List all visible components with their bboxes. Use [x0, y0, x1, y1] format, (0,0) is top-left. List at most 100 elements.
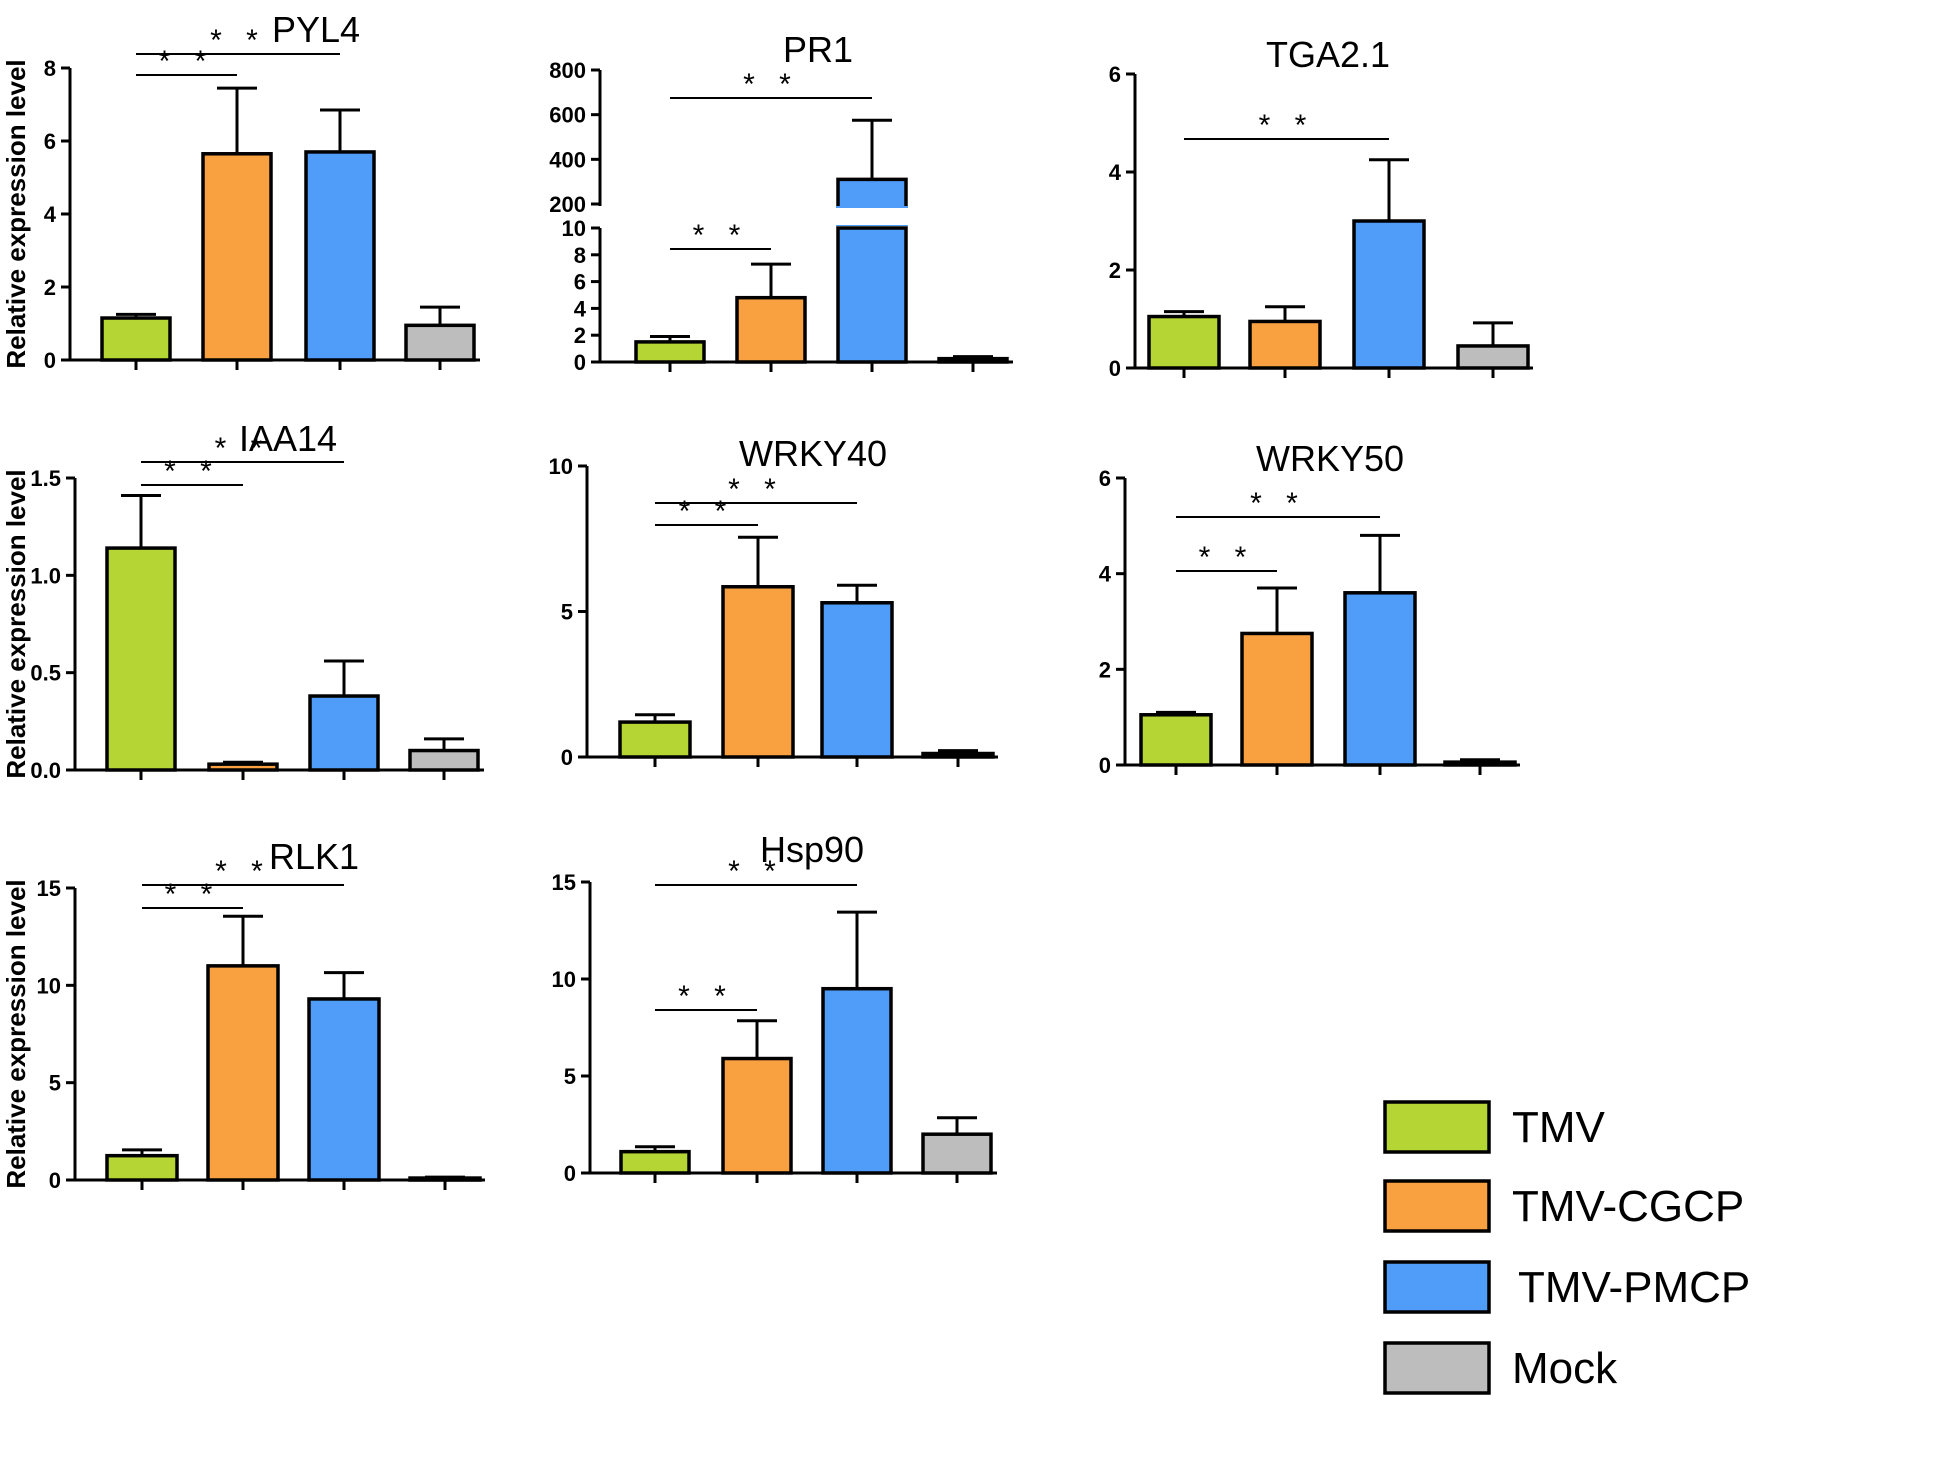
bar-tmv-pmcp — [304, 150, 376, 362]
y-tick-label: 0 — [561, 745, 573, 770]
panel-title: WRKY50 — [1256, 438, 1404, 479]
significance-label: * * — [1259, 109, 1315, 142]
y-tick-label: 400 — [549, 147, 586, 172]
y-axis-label: Relative expression level — [1, 879, 31, 1188]
bar-tmv — [619, 1149, 691, 1175]
y-tick-label: 2 — [1109, 258, 1121, 283]
y-tick-label: 2 — [44, 275, 56, 300]
bar-tmv-cgcp — [1240, 631, 1314, 767]
legend-item-tmv-cgcp: TMV-CGCP — [1383, 1179, 1744, 1233]
bar-tmv-cgcp — [721, 1056, 793, 1175]
bar-tmv-cgcp — [207, 762, 279, 772]
legend-item-tmv-pmcp: TMV-PMCP — [1383, 1260, 1750, 1314]
bar-tmv — [618, 720, 692, 759]
y-tick-label: 6 — [1099, 466, 1111, 491]
panel-tga2-1: TGA2.1 0 2 4 6 * * — [1109, 34, 1533, 381]
bar-mock — [921, 751, 995, 759]
y-tick-label: 5 — [561, 600, 573, 625]
y-tick-label: 10 — [552, 967, 576, 992]
bar-tmv — [100, 316, 172, 362]
bar-mock — [921, 1132, 993, 1175]
bar-mock — [937, 356, 1009, 364]
y-tick-label: 600 — [549, 103, 586, 128]
y-tick-label: 0 — [564, 1161, 576, 1186]
significance-label: * * — [164, 455, 220, 488]
legend-swatch — [1383, 1100, 1491, 1154]
y-tick-label: 10 — [37, 973, 61, 998]
panel-title: PYL4 — [272, 9, 360, 50]
legend-swatch — [1383, 1179, 1491, 1233]
y-tick-label: 15 — [552, 870, 576, 895]
bar-tmv-pmcp — [820, 601, 894, 759]
y-tick-label: 8 — [44, 56, 56, 81]
y-tick-label: 1.5 — [30, 466, 61, 491]
bar-mock — [1456, 344, 1530, 370]
y-tick-label: 5 — [49, 1071, 61, 1096]
bar-mock — [408, 748, 480, 772]
bar-mock — [408, 1176, 482, 1182]
panel-wrky50: WRKY50 0 2 4 6 * * * * — [1099, 438, 1520, 778]
legend-swatch — [1383, 1260, 1491, 1314]
significance-label: * * — [728, 473, 784, 506]
y-tick-label: 0.0 — [30, 758, 61, 783]
panel-pyl4: PYL4 Relative expression level 0 2 4 6 8 * ** * — [1, 9, 480, 373]
y-axis-label: Relative expression level — [1, 59, 31, 368]
bar-tmv-cgcp — [1248, 319, 1322, 370]
y-tick-label: 0 — [1099, 753, 1111, 778]
significance-label: * * — [1250, 487, 1306, 520]
significance-label: * * — [165, 878, 221, 911]
y-tick-label: 4 — [1099, 562, 1112, 587]
bar-tmv-pmcp — [1352, 219, 1426, 370]
y-tick-label: 4 — [574, 296, 587, 321]
significance-label: * * — [693, 219, 749, 252]
y-tick-label: 0 — [44, 348, 56, 373]
panel-title: PR1 — [783, 29, 853, 70]
significance-label: * * — [1199, 541, 1255, 574]
axis-break-gap — [835, 208, 909, 225]
bar-tmv-pmcp — [821, 986, 893, 1175]
significance-label: * * — [679, 495, 735, 528]
y-tick-label: 0 — [49, 1168, 61, 1193]
bar-tmv-cgcp — [735, 295, 807, 364]
panel-title: TGA2.1 — [1266, 34, 1390, 75]
panel-wrky40: WRKY40 0 5 10 * ** * — [549, 433, 998, 770]
legend: TMV TMV-CGCP TMV-PMCP Mock — [1383, 1100, 1750, 1395]
y-tick-label: 200 — [549, 192, 586, 217]
y-tick-label: 5 — [564, 1064, 576, 1089]
significance-label: * * — [215, 855, 271, 888]
bar-tmv-cgcp — [721, 585, 795, 759]
bar-tmv — [1139, 713, 1213, 767]
y-tick-label: 6 — [1109, 62, 1121, 87]
y-tick-label: 800 — [549, 58, 586, 83]
panel-iaa14: IAA14 Relative expression level 0.0 0.5 1.0 1… — [1, 418, 484, 783]
panel-title: RLK1 — [269, 836, 359, 877]
legend-swatch — [1383, 1341, 1491, 1395]
y-tick-label: 4 — [44, 202, 57, 227]
legend-item-mock: Mock — [1383, 1341, 1618, 1395]
y-tick-label: 0 — [1109, 356, 1121, 381]
bar-tmv — [1147, 314, 1221, 370]
legend-label: Mock — [1512, 1344, 1618, 1393]
bar-tmv-pmcp-lower — [836, 226, 908, 364]
bar-mock — [404, 323, 476, 362]
significance-label: * * — [210, 24, 266, 57]
panel-title: Hsp90 — [760, 829, 864, 870]
y-tick-label: 6 — [44, 129, 56, 154]
significance-label: * * — [743, 68, 799, 101]
panel-hsp90: Hsp90 0 5 10 15 * * * * — [552, 829, 997, 1186]
legend-label: TMV-CGCP — [1512, 1182, 1744, 1231]
y-tick-label: 1.0 — [30, 563, 61, 588]
significance-label: * * — [678, 980, 734, 1013]
legend-label: TMV-PMCP — [1518, 1263, 1750, 1312]
bar-tmv-pmcp — [1343, 591, 1417, 767]
significance-label: * * — [159, 45, 215, 78]
panel-title: IAA14 — [239, 418, 337, 459]
legend-item-tmv: TMV — [1383, 1100, 1606, 1154]
y-tick-label: 10 — [549, 454, 573, 479]
significance-label: * * — [215, 432, 271, 465]
y-tick-label: 0.5 — [30, 661, 61, 686]
y-tick-label: 6 — [574, 270, 586, 295]
